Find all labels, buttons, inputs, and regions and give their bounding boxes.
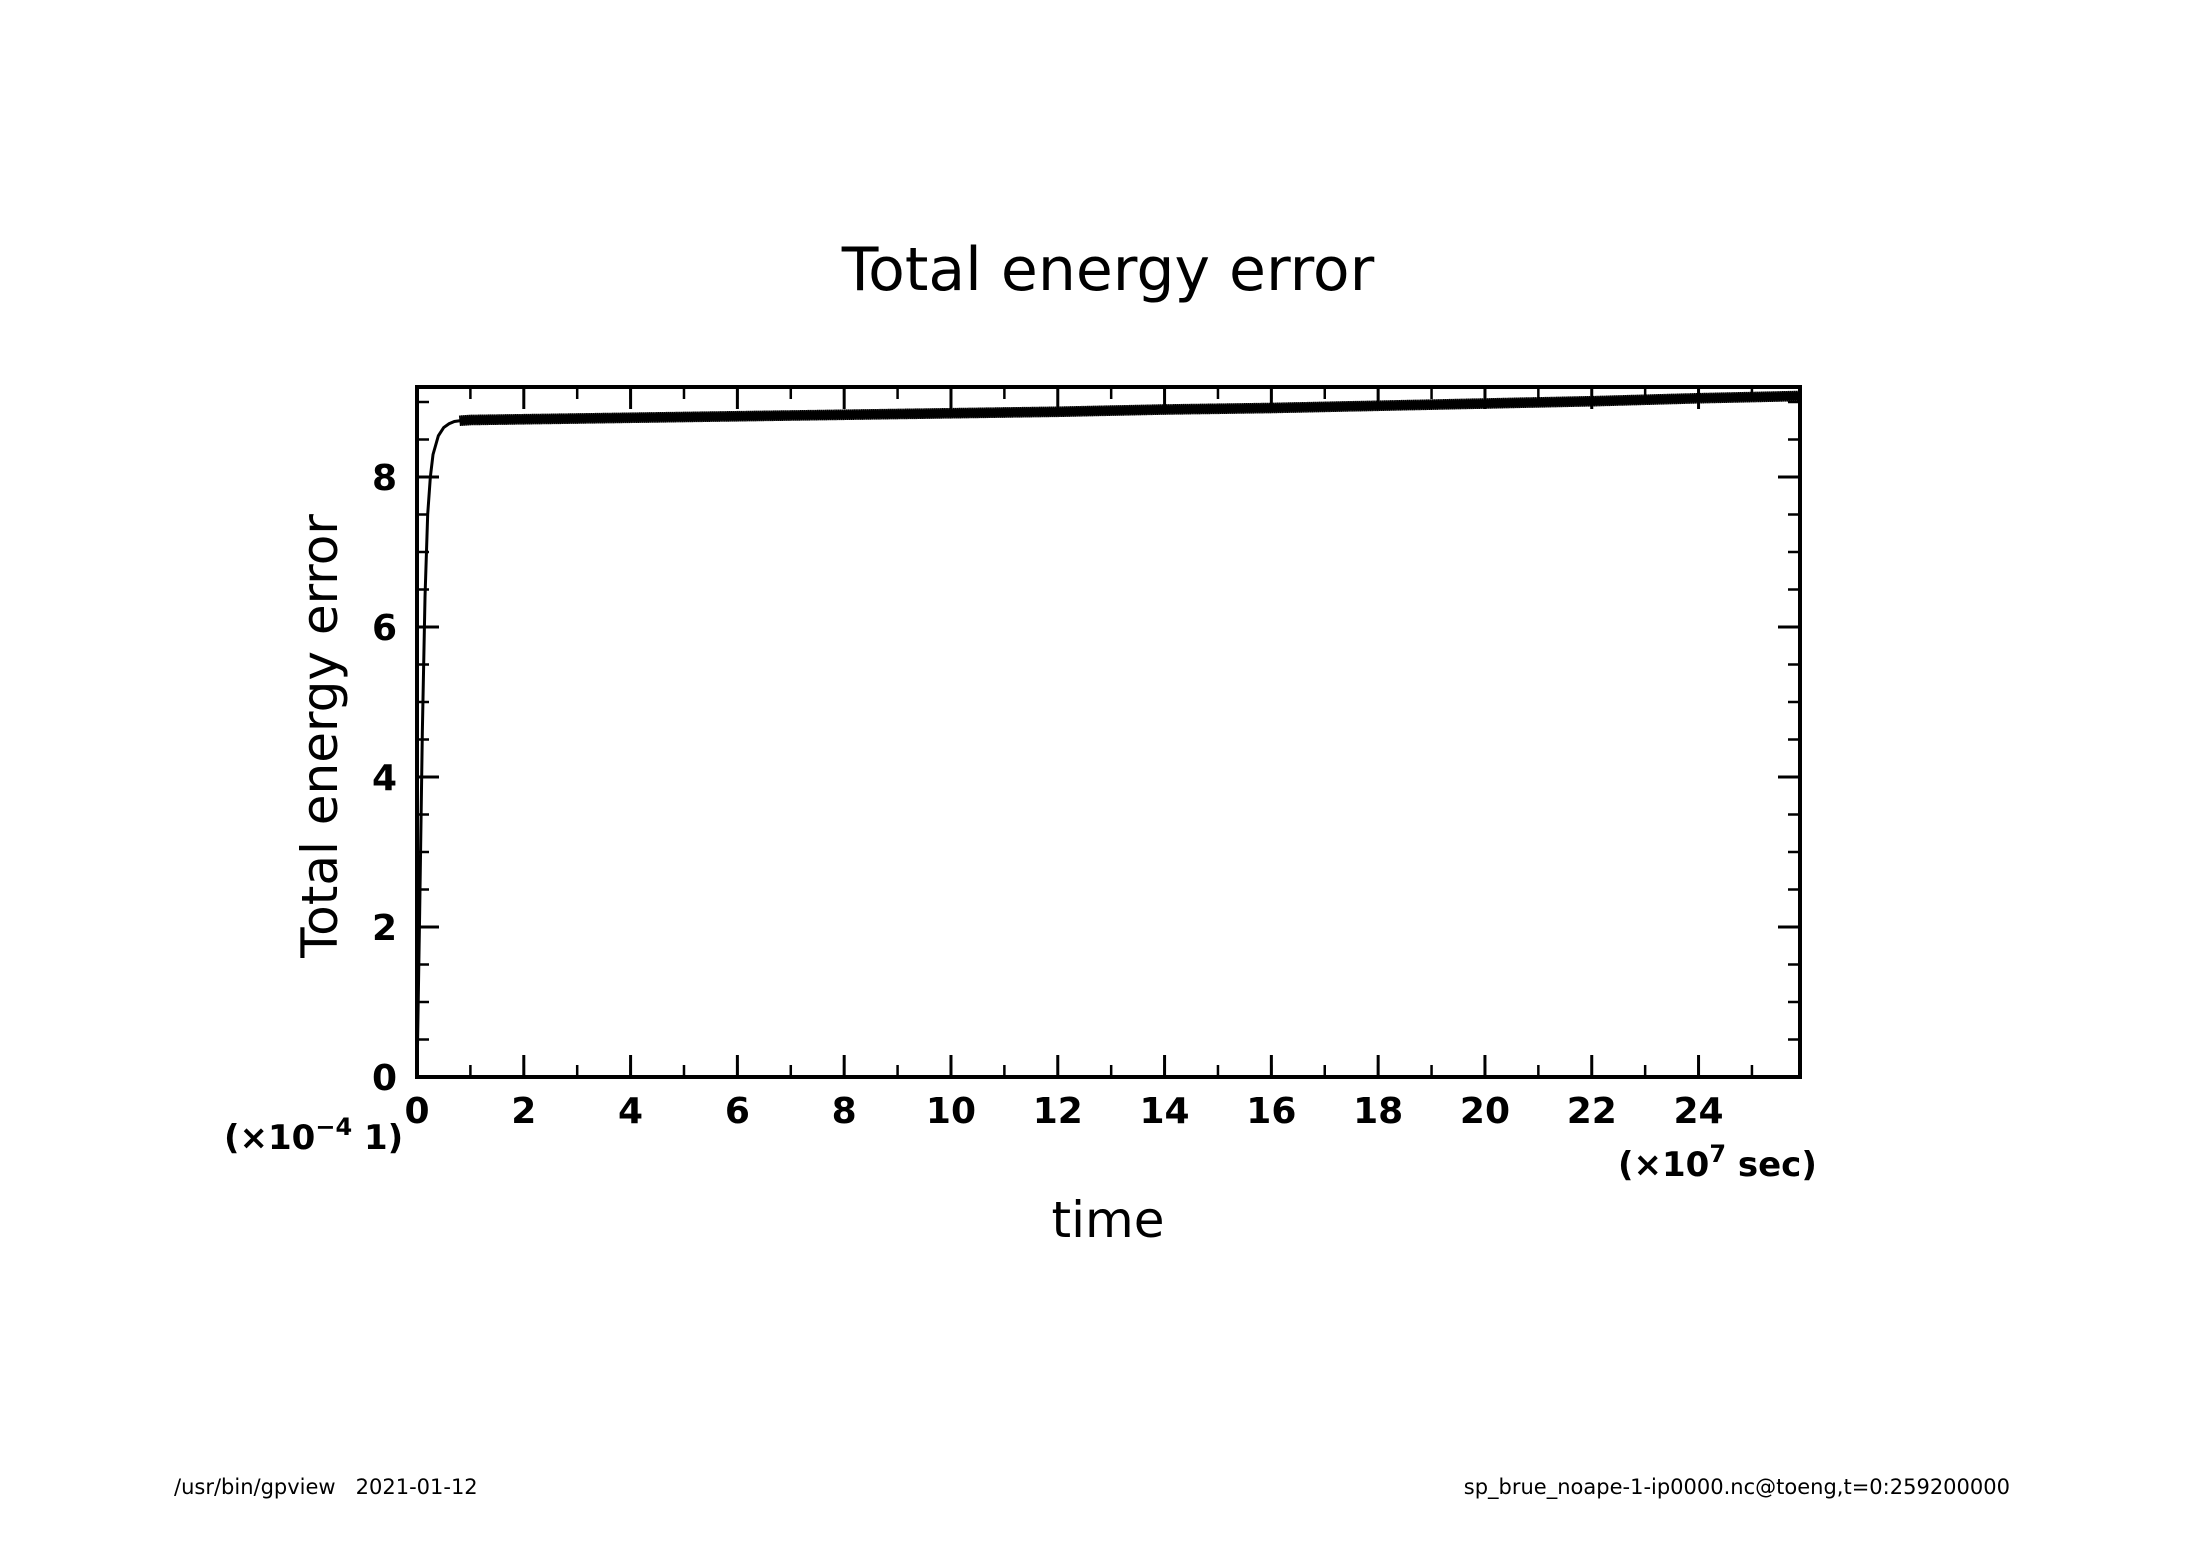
- y-tick-label: 4: [372, 758, 397, 799]
- x-tick-label: 12: [1033, 1091, 1083, 1132]
- x-tick-label: 14: [1140, 1091, 1190, 1132]
- x-tick-label: 6: [725, 1091, 750, 1132]
- series-oscillation: [458, 390, 1801, 427]
- chart-title: Total energy error: [841, 235, 1375, 305]
- x-scale-label: (×107 sec): [1618, 1140, 1817, 1185]
- x-tick-label: 2: [511, 1091, 536, 1132]
- x-tick-label: 20: [1460, 1091, 1510, 1132]
- x-tick-label: 22: [1567, 1091, 1617, 1132]
- x-tick-label: 0: [404, 1091, 429, 1132]
- x-tick-label: 24: [1673, 1091, 1723, 1132]
- series-line: [415, 394, 1801, 1078]
- x-tick-label: 18: [1353, 1091, 1403, 1132]
- x-tick-label: 10: [926, 1091, 976, 1132]
- y-tick-label: 6: [372, 608, 397, 649]
- footer-file-info: sp_brue_noape-1-ip0000.nc@toeng,t=0:2592…: [1464, 1475, 2010, 1500]
- x-tick-label: 16: [1246, 1091, 1296, 1132]
- x-axis-title: time: [1052, 1191, 1165, 1249]
- y-tick-label: 8: [372, 458, 397, 499]
- footer-program-date: /usr/bin/gpview 2021-01-12: [174, 1475, 478, 1499]
- y-tick-label: 0: [372, 1058, 397, 1099]
- y-scale-label: (×10−4 1): [224, 1113, 403, 1158]
- x-tick-label: 8: [832, 1091, 857, 1132]
- y-axis-title: Total energy error: [291, 514, 349, 959]
- y-tick-label: 2: [372, 908, 397, 949]
- plot-frame: [415, 385, 1802, 1079]
- x-tick-label: 4: [618, 1091, 643, 1132]
